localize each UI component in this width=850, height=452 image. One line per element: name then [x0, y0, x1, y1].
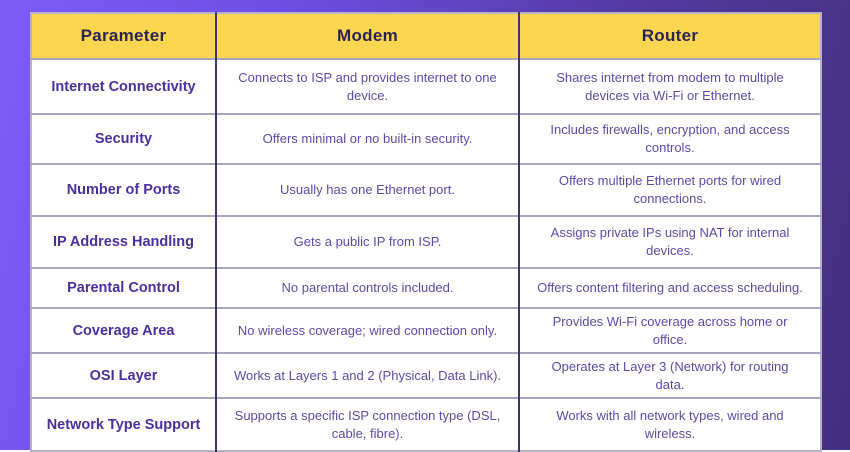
column-header-modem: Modem: [215, 13, 519, 59]
table-row: Network Type Support Supports a specific…: [31, 397, 821, 452]
row-label-security: Security: [31, 113, 216, 164]
row-label-network-type-support: Network Type Support: [31, 397, 216, 452]
modem-cell: No wireless coverage; wired connection o…: [215, 306, 519, 354]
row-label-ip-address-handling: IP Address Handling: [31, 215, 216, 268]
table-row: Parental Control No parental controls in…: [31, 267, 821, 308]
table-row: Internet Connectivity Connects to ISP an…: [31, 58, 821, 114]
table-row: IP Address Handling Gets a public IP fro…: [31, 215, 821, 268]
row-label-parental-control: Parental Control: [31, 267, 216, 308]
modem-cell: Usually has one Ethernet port.: [215, 163, 519, 216]
table-row: Security Offers minimal or no built-in s…: [31, 113, 821, 164]
modem-vs-router-table: Parameter Modem Router Internet Connecti…: [30, 12, 822, 452]
router-cell: Offers multiple Ethernet ports for wired…: [518, 163, 821, 216]
router-cell: Works with all network types, wired and …: [518, 397, 821, 452]
modem-cell: Works at Layers 1 and 2 (Physical, Data …: [215, 352, 519, 399]
modem-cell: No parental controls included.: [215, 267, 519, 308]
header-row: Parameter Modem Router: [31, 13, 821, 59]
row-label-number-of-ports: Number of Ports: [31, 163, 216, 216]
modem-cell: Offers minimal or no built-in security.: [215, 113, 519, 164]
column-header-router: Router: [518, 13, 821, 59]
router-cell: Assigns private IPs using NAT for intern…: [518, 215, 821, 268]
row-label-osi-layer: OSI Layer: [31, 352, 216, 399]
row-label-internet-connectivity: Internet Connectivity: [31, 58, 216, 114]
table-row: Coverage Area No wireless coverage; wire…: [31, 306, 821, 354]
table-row: Number of Ports Usually has one Ethernet…: [31, 163, 821, 216]
router-cell: Operates at Layer 3 (Network) for routin…: [518, 352, 821, 399]
modem-cell: Gets a public IP from ISP.: [215, 215, 519, 268]
router-cell: Shares internet from modem to multiple d…: [518, 58, 821, 114]
router-cell: Offers content filtering and access sche…: [518, 267, 821, 308]
column-header-parameter: Parameter: [31, 13, 216, 59]
router-cell: Provides Wi-Fi coverage across home or o…: [518, 306, 821, 354]
modem-cell: Connects to ISP and provides internet to…: [215, 58, 519, 114]
modem-cell: Supports a specific ISP connection type …: [215, 397, 519, 452]
table-row: OSI Layer Works at Layers 1 and 2 (Physi…: [31, 352, 821, 399]
router-cell: Includes firewalls, encryption, and acce…: [518, 113, 821, 164]
comparison-table-container: Parameter Modem Router Internet Connecti…: [30, 12, 822, 452]
row-label-coverage-area: Coverage Area: [31, 306, 216, 354]
